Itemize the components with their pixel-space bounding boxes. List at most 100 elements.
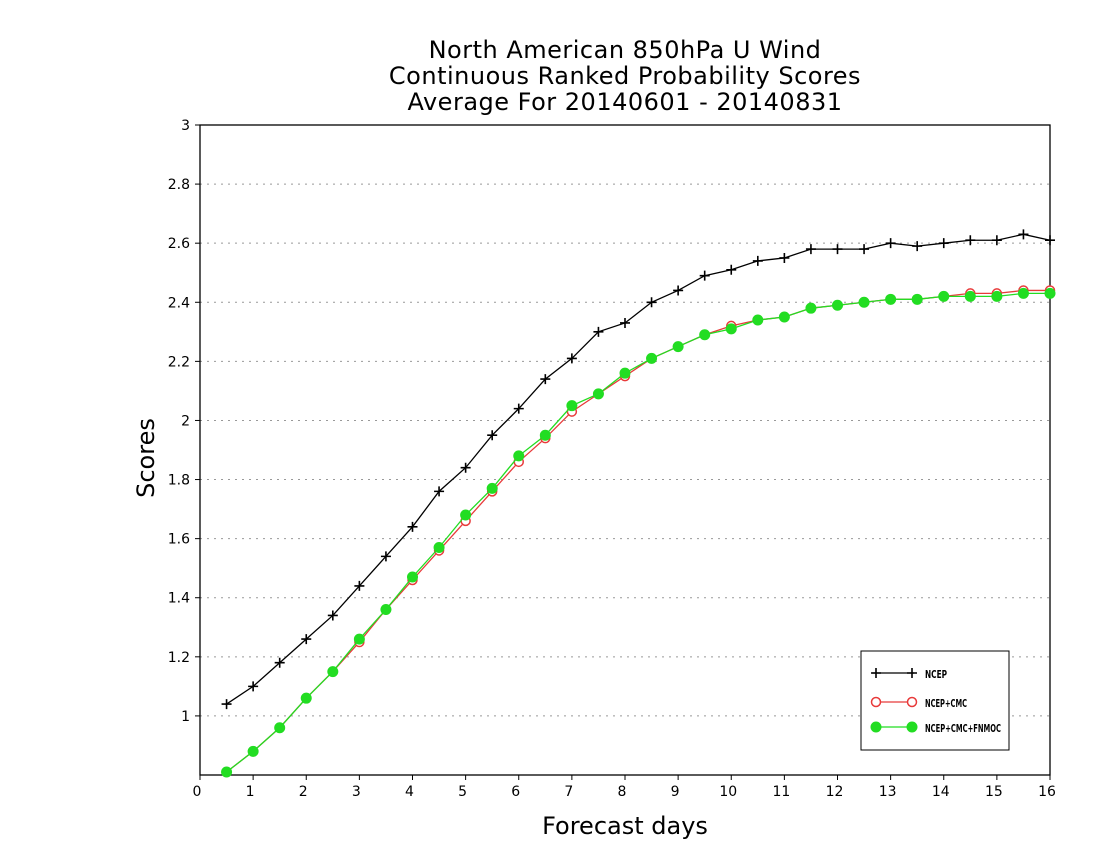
data-point-plus	[726, 264, 737, 275]
chart-title-line-3: Average For 20140601 - 20140831	[407, 88, 843, 116]
data-point-filled-circle	[380, 604, 392, 616]
legend-label: NCEP+CMC+FNMOC	[925, 722, 1001, 735]
data-point-filled-circle	[221, 766, 233, 778]
data-point-filled-circle	[539, 429, 551, 441]
x-tick-label: 1	[246, 784, 255, 800]
data-point-filled-circle	[566, 400, 578, 412]
x-tick-label: 13	[879, 784, 897, 800]
data-point-plus	[593, 326, 604, 337]
y-axis-label: Scores	[132, 418, 160, 498]
data-point-filled-circle	[646, 352, 658, 364]
data-point-plus	[327, 610, 338, 621]
data-point-filled-circle	[1044, 287, 1056, 299]
x-tick-label: 15	[985, 784, 1003, 800]
data-point-plus	[907, 668, 917, 678]
data-point-open-circle	[906, 696, 918, 708]
data-point-filled-circle	[407, 571, 418, 583]
y-tick-label: 2.4	[168, 295, 190, 311]
series-line	[226, 233, 1051, 705]
data-point-plus	[699, 270, 710, 281]
data-point-filled-circle	[327, 666, 339, 678]
x-tick-label: 12	[826, 784, 844, 800]
y-axis-ticks: 1 1.2 1.4 1.6 1.8 2 2.2 2.4 2.6 2.8 3	[168, 118, 200, 725]
data-point-filled-circle	[353, 633, 365, 645]
chart-title-line-1: North American 850hPa U Wind	[428, 36, 822, 64]
legend-entry: NCEP	[871, 668, 947, 681]
data-point-plus	[912, 241, 923, 252]
data-point-filled-circle	[885, 293, 897, 305]
data-point-plus	[274, 657, 285, 668]
y-tick-label: 1.6	[168, 532, 190, 548]
data-point-filled-circle	[274, 722, 286, 734]
data-point-plus	[859, 244, 870, 255]
data-point-filled-circle	[991, 290, 1003, 302]
y-tick-label: 2.6	[168, 236, 190, 252]
data-point-plus	[407, 521, 418, 532]
data-point-filled-circle	[300, 692, 312, 704]
data-point-filled-circle	[1017, 287, 1029, 299]
data-point-filled-circle	[778, 311, 790, 323]
x-tick-label: 9	[671, 784, 680, 800]
grid-lines	[200, 183, 1050, 717]
data-point-plus	[832, 244, 843, 255]
legend: NCEP NCEP+CMC NCEP+CMC+FNMOC	[860, 650, 1010, 751]
data-point-open-circle	[870, 696, 882, 708]
y-tick-label: 1.2	[168, 650, 190, 666]
data-point-filled-circle	[433, 542, 445, 553]
data-point-filled-circle	[460, 509, 472, 521]
y-tick-label: 3	[181, 118, 190, 134]
data-point-filled-circle	[906, 721, 918, 733]
data-point-filled-circle	[247, 745, 259, 757]
data-point-filled-circle	[858, 296, 870, 308]
x-tick-label: 14	[932, 784, 950, 800]
data-point-plus	[540, 374, 551, 385]
data-point-filled-circle	[699, 329, 711, 341]
series-ncep	[221, 229, 1055, 710]
legend-entry: NCEP+CMC+FNMOC	[870, 721, 1001, 735]
legend-label: NCEP	[925, 668, 947, 681]
data-point-plus	[354, 580, 365, 591]
x-tick-label: 4	[405, 784, 414, 800]
x-axis-label: Forecast days	[542, 812, 708, 840]
data-point-filled-circle	[592, 388, 604, 400]
data-point-filled-circle	[938, 290, 950, 302]
data-point-plus	[1018, 229, 1029, 240]
data-point-plus	[1045, 235, 1055, 246]
chart-title-line-2: Continuous Ranked Probability Scores	[388, 62, 862, 90]
data-point-filled-circle	[725, 323, 737, 335]
data-point-plus	[566, 353, 577, 364]
x-tick-label: 16	[1038, 784, 1056, 800]
data-point-plus	[248, 681, 259, 692]
legend-label: NCEP+CMC	[925, 697, 967, 710]
data-point-plus	[805, 244, 816, 255]
data-point-plus	[871, 668, 881, 678]
data-point-filled-circle	[870, 721, 882, 733]
data-point-plus	[460, 462, 471, 473]
data-point-plus	[991, 235, 1002, 246]
y-tick-label: 2.8	[168, 177, 190, 193]
y-tick-label: 1.8	[168, 473, 190, 489]
data-point-filled-circle	[964, 290, 976, 302]
data-point-plus	[779, 252, 790, 263]
legend-entry: NCEP+CMC	[870, 696, 967, 710]
x-tick-label: 3	[352, 784, 361, 800]
x-tick-label: 0	[193, 784, 202, 800]
x-tick-label: 8	[618, 784, 627, 800]
data-point-plus	[513, 403, 524, 414]
x-axis-ticks: 0 1 2 3 4 5 6 7 8 9 10 11 12 13 14 15 16	[193, 775, 1056, 800]
data-point-filled-circle	[486, 482, 498, 494]
y-tick-label: 1.4	[168, 591, 190, 607]
data-point-plus	[885, 238, 896, 249]
data-point-plus	[938, 238, 949, 249]
data-point-plus	[221, 699, 232, 710]
x-tick-label: 10	[719, 784, 737, 800]
series-ncep-cmc-fnmoc	[221, 287, 1056, 778]
data-point-plus	[301, 634, 312, 645]
y-tick-label: 1	[181, 709, 190, 725]
x-tick-label: 11	[772, 784, 790, 800]
data-point-filled-circle	[805, 302, 817, 314]
data-point-plus	[487, 430, 498, 441]
data-point-filled-circle	[672, 341, 684, 353]
data-point-filled-circle	[752, 314, 764, 326]
x-tick-label: 7	[564, 784, 573, 800]
